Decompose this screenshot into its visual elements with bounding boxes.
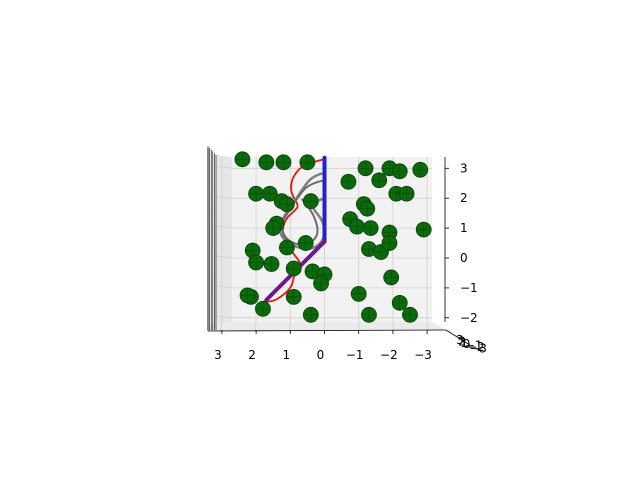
side-grid-3 — [215, 255, 233, 259]
side-grid-4 — [215, 285, 233, 289]
axis-lines — [207, 146, 471, 346]
sphere-16 — [359, 200, 376, 217]
sphere-4 — [357, 160, 374, 177]
y-tick-label: 2 — [458, 334, 466, 348]
side-grid-0 — [215, 165, 233, 169]
z-tick-label: −2 — [460, 311, 478, 325]
sphere-0 — [234, 151, 251, 168]
sphere-3 — [299, 154, 316, 171]
sphere-45 — [302, 306, 319, 323]
sphere-14 — [302, 193, 319, 210]
sphere-40 — [239, 287, 256, 304]
axes-panes — [208, 155, 446, 331]
x-tick-label: 2 — [248, 348, 256, 362]
sphere-22 — [349, 218, 365, 235]
sphere-46 — [361, 306, 377, 323]
floor-pane — [208, 322, 446, 331]
sphere-27 — [297, 235, 314, 251]
sphere-2 — [275, 154, 292, 171]
sphere-47 — [402, 306, 418, 323]
floor-grid-4 — [358, 321, 360, 332]
x-tick-label: 0 — [317, 348, 325, 362]
side-grid-5 — [215, 315, 233, 319]
sphere-1 — [258, 154, 275, 171]
floor-grid-2 — [289, 321, 291, 332]
spheres-layer — [234, 151, 432, 323]
sphere-30 — [263, 256, 280, 272]
sphere-9 — [371, 172, 388, 189]
y-tick-label: 1 — [460, 336, 468, 350]
x-tick-label: 3 — [214, 348, 222, 362]
x-axis-line — [207, 329, 447, 332]
y-axis-line — [445, 329, 471, 346]
sphere-7 — [412, 161, 429, 178]
sphere-23 — [362, 220, 379, 237]
sphere-44 — [255, 300, 271, 317]
floor-grid-0 — [220, 321, 223, 332]
floor-grid-6 — [426, 321, 429, 332]
y-tick-label: −3 — [469, 341, 487, 355]
z-tick-label: 3 — [460, 161, 468, 175]
sphere-42 — [350, 285, 367, 302]
sphere-6 — [391, 163, 408, 180]
x-tick-label: −1 — [346, 348, 364, 362]
z-tick-label: −1 — [460, 281, 478, 295]
sphere-37 — [313, 275, 329, 292]
sphere-38 — [383, 269, 400, 286]
sphere-41 — [285, 288, 302, 305]
sphere-33 — [381, 235, 398, 251]
sphere-8 — [340, 173, 357, 190]
sphere-18 — [398, 185, 415, 202]
sphere-29 — [248, 254, 265, 271]
sphere-26 — [278, 239, 295, 256]
sphere-25 — [415, 221, 432, 238]
sphere-13 — [278, 196, 295, 213]
y-tick-label: 3 — [456, 333, 464, 347]
x-tick-label: −2 — [380, 348, 398, 362]
x-tick-label: −3 — [414, 348, 432, 362]
z-tick-label: 0 — [460, 251, 468, 265]
side-grid-2 — [215, 225, 233, 229]
y-tick-label: 0 — [463, 337, 471, 351]
y-tick-label: −1 — [465, 339, 483, 353]
side-grid-1 — [215, 195, 233, 199]
floor-grid-1 — [254, 321, 257, 332]
z-tick-label: 1 — [460, 221, 468, 235]
floor-grid-5 — [392, 321, 395, 332]
y-tick-label: −2 — [467, 340, 485, 354]
sphere-34 — [285, 260, 302, 277]
sphere-43 — [391, 294, 408, 311]
sphere-10 — [248, 185, 265, 202]
sphere-11 — [261, 185, 278, 202]
curve-2 — [280, 179, 326, 246]
left-pane — [214, 155, 232, 323]
x-tick-label: 1 — [282, 348, 290, 362]
sphere-20 — [265, 220, 282, 237]
z-tick-label: 2 — [460, 191, 468, 205]
